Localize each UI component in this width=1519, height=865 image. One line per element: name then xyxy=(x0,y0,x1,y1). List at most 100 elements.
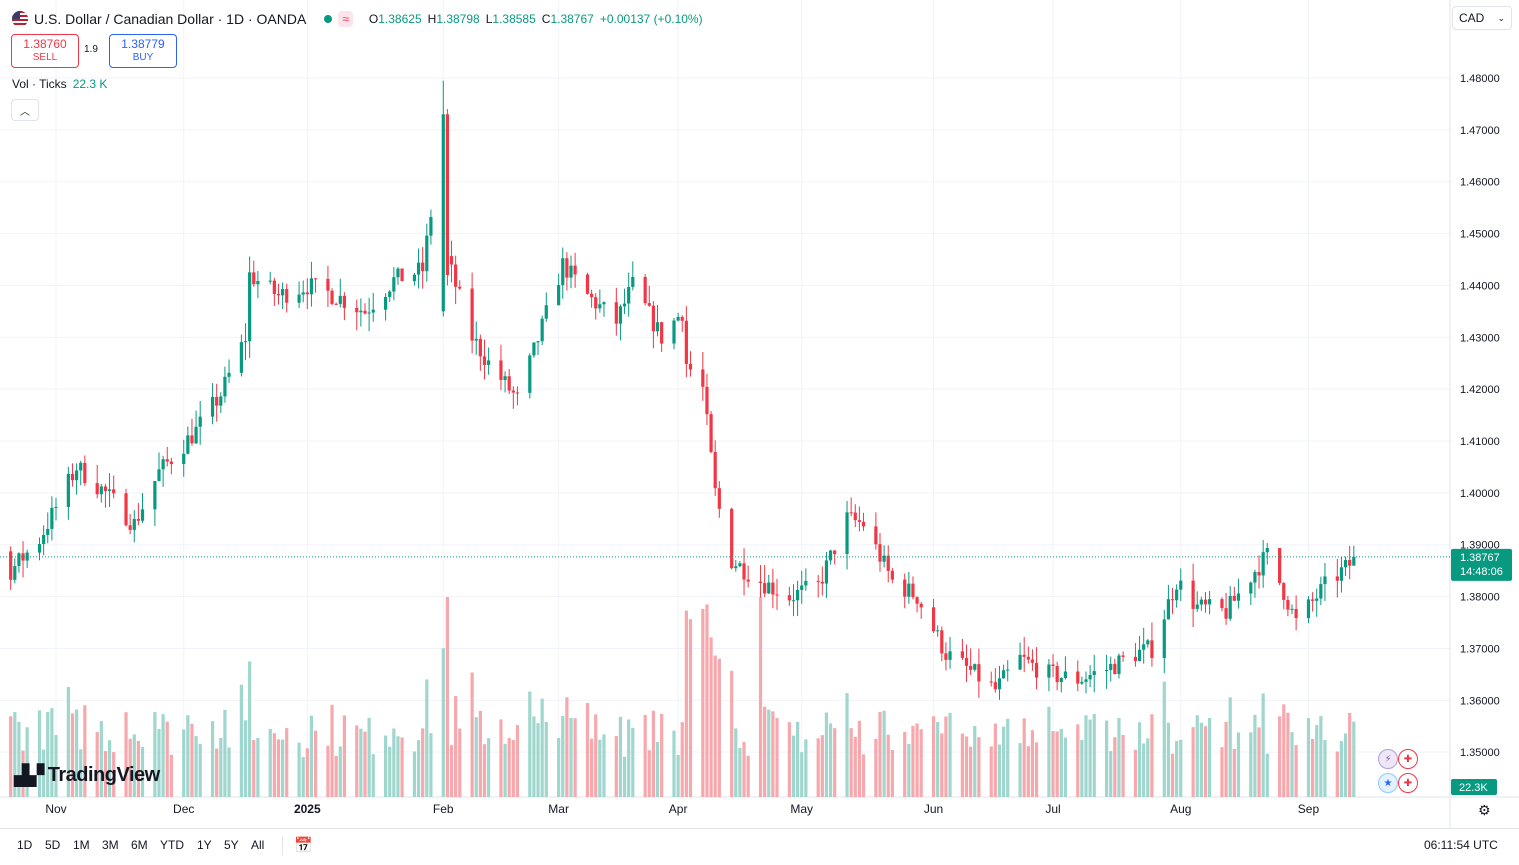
y-tick-label: 1.35000 xyxy=(1460,747,1500,759)
candle-body xyxy=(1253,572,1257,583)
candle-body xyxy=(833,550,837,555)
candle-body xyxy=(1311,599,1315,601)
candle-body xyxy=(309,278,314,295)
candle-body xyxy=(882,555,886,562)
candle-body xyxy=(627,286,631,304)
canada-flag-icon[interactable]: ✚ xyxy=(1398,749,1418,769)
range-1m[interactable]: 1M xyxy=(73,838,90,852)
candle-body xyxy=(470,288,474,341)
sell-price: 1.38760 xyxy=(23,37,67,51)
calendar-range-icon[interactable]: 📅 xyxy=(294,837,313,854)
candle-body xyxy=(1224,608,1228,619)
volume-bar xyxy=(672,730,676,797)
candle-body xyxy=(1080,681,1084,684)
volume-bar xyxy=(791,735,796,797)
currency-select[interactable]: CAD ⌄ xyxy=(1452,6,1512,30)
tradingview-logo[interactable]: ▟▞ TradingView xyxy=(14,762,160,788)
volume-bar xyxy=(1290,732,1294,797)
volume-bar xyxy=(997,744,1002,797)
volume-bar xyxy=(816,738,820,797)
candle-body xyxy=(1088,675,1092,680)
range-all[interactable]: All xyxy=(251,838,265,852)
volume-bar xyxy=(338,746,342,797)
ohlc-change: +0.00137 (+0.10%) xyxy=(599,12,703,26)
candle-body xyxy=(454,264,458,287)
candle-body xyxy=(973,664,977,670)
volume-bar xyxy=(614,736,618,797)
candle-body xyxy=(948,651,952,660)
candle-body xyxy=(342,295,346,308)
candle-body xyxy=(396,268,400,278)
candle-body xyxy=(705,386,709,415)
last-price-label-bg xyxy=(1451,548,1512,581)
us-flag-icon[interactable]: ★ xyxy=(1378,773,1398,793)
candle-body xyxy=(680,316,684,321)
candle-body xyxy=(969,665,973,670)
range-ytd[interactable]: YTD xyxy=(160,838,184,852)
volume-bar xyxy=(210,721,215,797)
volume-bar xyxy=(1063,737,1067,797)
volume-bar xyxy=(622,756,627,797)
candle-body xyxy=(528,355,532,393)
volume-bar xyxy=(416,740,421,797)
candle-body xyxy=(50,507,54,529)
volume-bar xyxy=(598,739,602,797)
volume-bar xyxy=(767,709,771,797)
logo-text: TradingView xyxy=(47,763,160,786)
candle-body xyxy=(153,481,157,510)
candle-body xyxy=(1335,576,1339,581)
candle-body xyxy=(1084,679,1088,682)
volume-bar xyxy=(363,731,367,797)
collapse-legend-button[interactable]: ︿ xyxy=(11,99,39,121)
candle-body xyxy=(248,272,252,342)
range-6m[interactable]: 6M xyxy=(131,838,148,852)
range-5d[interactable]: 5D xyxy=(45,838,61,852)
symbol-title[interactable]: U.S. Dollar / Canadian Dollar · 1D · OAN… xyxy=(34,11,307,27)
sell-button[interactable]: 1.38760 SELL xyxy=(11,34,79,68)
canada-flag-icon[interactable]: ✚ xyxy=(1398,773,1418,793)
range-3m[interactable]: 3M xyxy=(102,838,119,852)
volume-bar xyxy=(1220,747,1224,797)
gear-icon[interactable]: ⚙ xyxy=(1478,802,1491,818)
candle-body xyxy=(960,651,964,658)
candle-body xyxy=(1162,619,1166,659)
volume-bar xyxy=(400,737,404,797)
economic-events-icon[interactable]: ⚡ xyxy=(1378,749,1398,769)
volume-bar xyxy=(1208,717,1212,797)
volume-bar xyxy=(384,735,388,797)
volume-bar xyxy=(857,720,861,797)
wave-icon[interactable]: ≈ xyxy=(338,11,353,27)
volume-bar xyxy=(931,716,936,797)
volume-bar xyxy=(1339,741,1344,797)
candle-body xyxy=(42,534,46,545)
volume-bar xyxy=(1232,748,1236,797)
candle-body xyxy=(1232,595,1236,601)
ohlc-value: 1.38798 xyxy=(436,12,480,26)
volume-legend[interactable]: Vol · Ticks 22.3 K xyxy=(12,77,107,91)
volume-bar xyxy=(470,672,474,797)
candle-body xyxy=(594,297,598,309)
volume-bar xyxy=(771,711,775,797)
volume-bar xyxy=(1162,681,1166,797)
buy-button[interactable]: 1.38779 BUY xyxy=(109,34,177,68)
candle-body xyxy=(911,583,915,598)
volume-bar xyxy=(915,723,919,797)
volume-bar xyxy=(734,728,738,797)
volume-bar xyxy=(487,738,491,797)
volume-bar xyxy=(1224,721,1228,797)
candle-body xyxy=(70,473,75,481)
range-5y[interactable]: 5Y xyxy=(224,838,239,852)
utc-clock[interactable]: 06:11:54 UTC xyxy=(1424,838,1498,852)
volume-bar xyxy=(536,723,540,797)
volume-bar xyxy=(1088,719,1092,797)
volume-bar xyxy=(305,748,309,797)
volume-bar xyxy=(499,719,503,797)
volume-bar xyxy=(429,733,433,797)
range-1d[interactable]: 1D xyxy=(17,838,33,852)
candle-body xyxy=(931,607,936,632)
volume-bar xyxy=(1150,714,1154,797)
range-1y[interactable]: 1Y xyxy=(197,838,212,852)
volume-bar xyxy=(627,719,631,797)
candle-body xyxy=(1282,583,1286,600)
